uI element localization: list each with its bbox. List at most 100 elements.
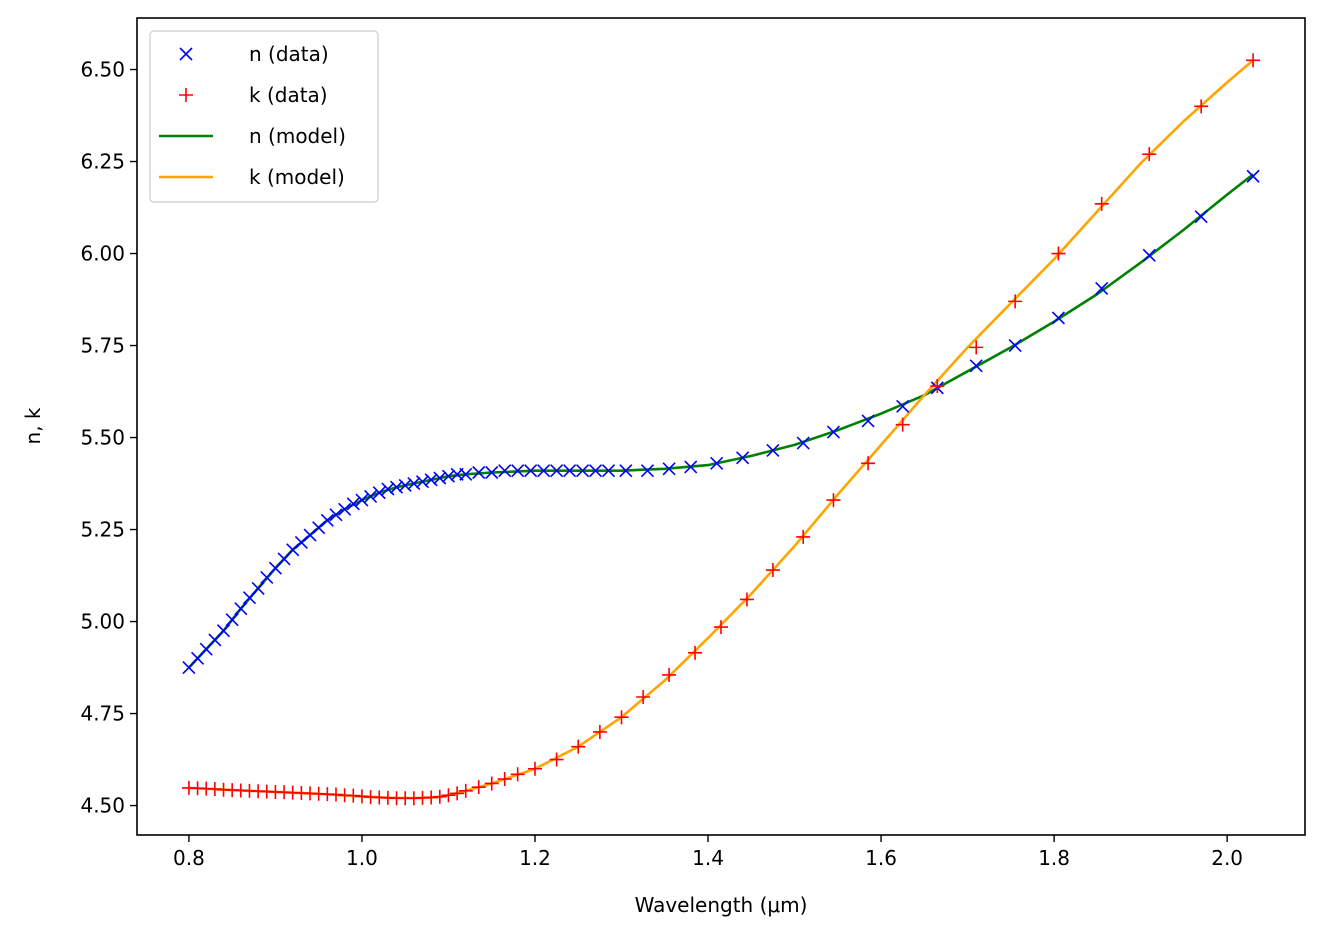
- y-tick-label: 6.00: [80, 242, 125, 266]
- y-tick-label: 5.25: [80, 518, 125, 542]
- data-point: [497, 772, 512, 787]
- data-point: [614, 710, 629, 725]
- data-point: [216, 624, 231, 638]
- data-point: [550, 464, 564, 478]
- data-point: [372, 486, 386, 500]
- y-tick-label: 6.50: [80, 58, 125, 82]
- data-point: [1008, 338, 1022, 353]
- data-point: [286, 543, 300, 557]
- x-axis: 0.8 1.0 1.2 1.4 1.6 1.8 2.0: [173, 835, 1243, 870]
- data-point: [826, 493, 841, 508]
- data-point: [320, 513, 334, 527]
- data-point: [472, 465, 486, 480]
- data-point: [826, 425, 841, 439]
- data-point: [895, 417, 910, 432]
- legend-item-n-data: n (data): [179, 42, 329, 66]
- data-point: [736, 451, 750, 465]
- data-point: [407, 476, 421, 491]
- data-point: [636, 689, 651, 704]
- data-point: [1051, 246, 1066, 261]
- data-point: [498, 464, 512, 478]
- data-point: [432, 789, 447, 804]
- data-point: [338, 502, 352, 516]
- series-k-data: [181, 53, 1261, 806]
- data-point: [1142, 248, 1156, 262]
- legend: n (data) k (data) n (model) k (model): [149, 30, 379, 203]
- y-axis: 4.50 4.75 5.00 5.25 5.50 5.75 6.00 6.25 6.50: [80, 58, 137, 818]
- legend-swatch: [179, 47, 193, 61]
- data-point: [303, 528, 317, 542]
- data-point: [524, 464, 538, 478]
- legend-swatch: [179, 88, 193, 102]
- data-point: [441, 469, 456, 483]
- data-point: [563, 464, 577, 478]
- data-point: [684, 460, 698, 474]
- legend-box: [149, 30, 379, 203]
- data-point: [1246, 169, 1260, 183]
- data-point: [765, 563, 780, 578]
- data-point: [796, 436, 810, 450]
- legend-label: k (data): [249, 83, 328, 107]
- plot-frame: [136, 17, 1306, 836]
- data-point: [450, 786, 465, 801]
- legend-item-k-model: k (model): [159, 165, 345, 189]
- data-point: [527, 761, 542, 776]
- y-tick-label: 5.50: [80, 426, 125, 450]
- series-n-data: [182, 169, 1260, 675]
- data-point: [294, 535, 308, 549]
- x-tick-label: 2.0: [1211, 846, 1243, 870]
- data-point: [640, 464, 655, 478]
- data-point: [510, 767, 525, 782]
- data-point: [1246, 53, 1261, 68]
- data-point: [861, 414, 875, 428]
- data-point: [601, 464, 616, 478]
- data-point: [471, 780, 486, 795]
- data-point: [861, 456, 876, 471]
- legend-label: n (data): [249, 42, 329, 66]
- x-tick-label: 1.6: [865, 846, 897, 870]
- x-tick-label: 1.2: [519, 846, 551, 870]
- legend-label: n (model): [249, 124, 346, 148]
- legend-item-n-model: n (model): [159, 124, 346, 148]
- data-point: [312, 521, 326, 535]
- data-point: [458, 783, 473, 798]
- y-tick-label: 6.25: [80, 150, 125, 174]
- data-point: [588, 464, 603, 478]
- series-layer: [181, 53, 1261, 806]
- data-point: [714, 620, 728, 635]
- data-point: [796, 529, 811, 544]
- data-point: [441, 788, 456, 803]
- data-point: [549, 752, 564, 767]
- data-point: [1194, 210, 1208, 224]
- y-tick-label: 4.75: [80, 702, 125, 726]
- data-point: [739, 592, 754, 607]
- data-point: [969, 359, 983, 373]
- data-point: [1142, 147, 1157, 162]
- data-point: [619, 464, 633, 478]
- data-point: [485, 465, 499, 480]
- data-point: [662, 667, 677, 682]
- series-n-model: [187, 173, 1254, 669]
- data-point: [415, 475, 430, 489]
- data-point: [571, 739, 586, 754]
- y-tick-label: 5.00: [80, 610, 125, 634]
- data-point: [424, 473, 438, 487]
- data-point: [355, 493, 369, 507]
- data-point: [592, 724, 607, 739]
- data-point: [1008, 294, 1023, 309]
- data-point: [537, 464, 551, 478]
- data-point: [251, 581, 265, 595]
- data-point: [1194, 99, 1209, 114]
- data-point: [1095, 281, 1109, 296]
- data-point: [1051, 311, 1065, 325]
- data-point: [930, 379, 945, 394]
- data-point: [662, 462, 676, 476]
- data-point: [688, 645, 703, 660]
- data-point: [433, 471, 447, 485]
- x-tick-label: 1.4: [692, 846, 724, 870]
- data-point: [389, 480, 404, 494]
- data-point: [484, 776, 499, 791]
- y-axis-label: n, k: [21, 407, 45, 444]
- x-axis-label: Wavelength (μm): [635, 893, 808, 917]
- legend-label: k (model): [249, 165, 345, 189]
